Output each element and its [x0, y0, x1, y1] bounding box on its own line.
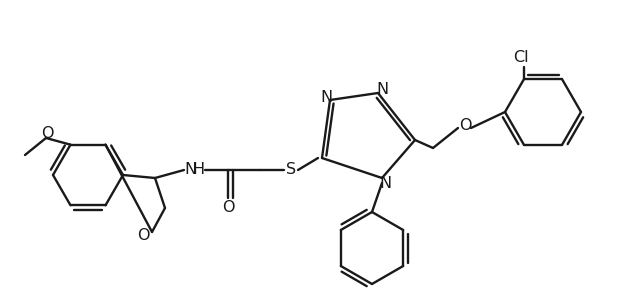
Text: N: N: [376, 83, 388, 97]
Text: N: N: [184, 162, 196, 176]
Text: Cl: Cl: [513, 49, 529, 65]
Text: O: O: [221, 201, 234, 215]
Text: H: H: [192, 162, 204, 178]
Text: S: S: [286, 162, 296, 178]
Text: N: N: [320, 89, 332, 105]
Text: O: O: [41, 125, 53, 140]
Text: O: O: [459, 117, 471, 133]
Text: N: N: [379, 176, 391, 190]
Text: O: O: [137, 227, 149, 243]
